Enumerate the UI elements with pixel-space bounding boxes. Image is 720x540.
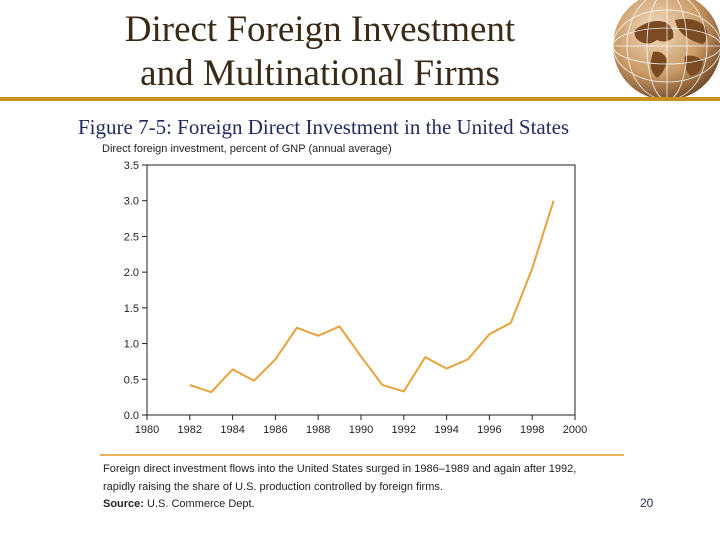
series-line <box>189 200 555 394</box>
y-tick-label: 3.5 <box>124 160 139 172</box>
y-axis-label: Direct foreign investment, percent of GN… <box>102 143 392 155</box>
figure-caption: Foreign direct investment flows into the… <box>103 460 643 496</box>
caption-divider <box>100 454 624 456</box>
source-label: Source: <box>103 498 144 510</box>
title-divider <box>0 97 720 101</box>
caption-line2: rapidly raising the share of U.S. produc… <box>103 481 443 493</box>
x-tick-label: 1998 <box>520 424 544 436</box>
x-tick-label: 1980 <box>135 424 159 436</box>
line-chart: 0.0 0.5 1.0 1.5 2.0 2.5 3.0 3.5 1980 1982 1984 1986… <box>124 160 588 436</box>
plot-frame <box>146 164 576 416</box>
x-tick-label: 1986 <box>263 424 287 436</box>
y-tick-label: 0.5 <box>124 374 139 386</box>
y-tick-label: 2.5 <box>124 231 139 243</box>
x-tick-label: 1992 <box>392 424 416 436</box>
slide-title-line2: and Multinational Firms <box>140 53 500 94</box>
caption-line1: Foreign direct investment flows into the… <box>103 463 577 475</box>
y-tick-label: 2.0 <box>124 267 139 279</box>
y-tick-label: 1.5 <box>124 303 139 315</box>
y-tick-label: 3.0 <box>124 196 139 208</box>
figure-title: : Foreign Direct Investment in the Unite… <box>166 115 570 139</box>
source-value: U.S. Commerce Dept. <box>147 498 255 510</box>
y-tick-label: 1.0 <box>124 339 139 351</box>
figure-heading: Figure 7-5: Foreign Direct Investment in… <box>78 115 698 140</box>
globe-icon <box>612 0 720 100</box>
x-tick-label: 1984 <box>220 424 244 436</box>
x-tick-label: 1988 <box>306 424 330 436</box>
y-tick-label: 0.0 <box>124 410 139 422</box>
slide-title-line1: Direct Foreign Investment <box>124 9 516 50</box>
x-tick-label: 2000 <box>563 424 587 436</box>
x-tick-label: 1996 <box>477 424 501 436</box>
x-tick-label: 1982 <box>178 424 202 436</box>
x-tick-label: 1990 <box>349 424 373 436</box>
slide-title: Direct Foreign Investment and Multinatio… <box>60 8 580 96</box>
page-number: 20 <box>640 496 654 510</box>
x-tick-label: 1994 <box>434 424 458 436</box>
figure-number: Figure 7-5 <box>78 115 167 139</box>
source-note: Source: U.S. Commerce Dept. <box>103 498 255 510</box>
